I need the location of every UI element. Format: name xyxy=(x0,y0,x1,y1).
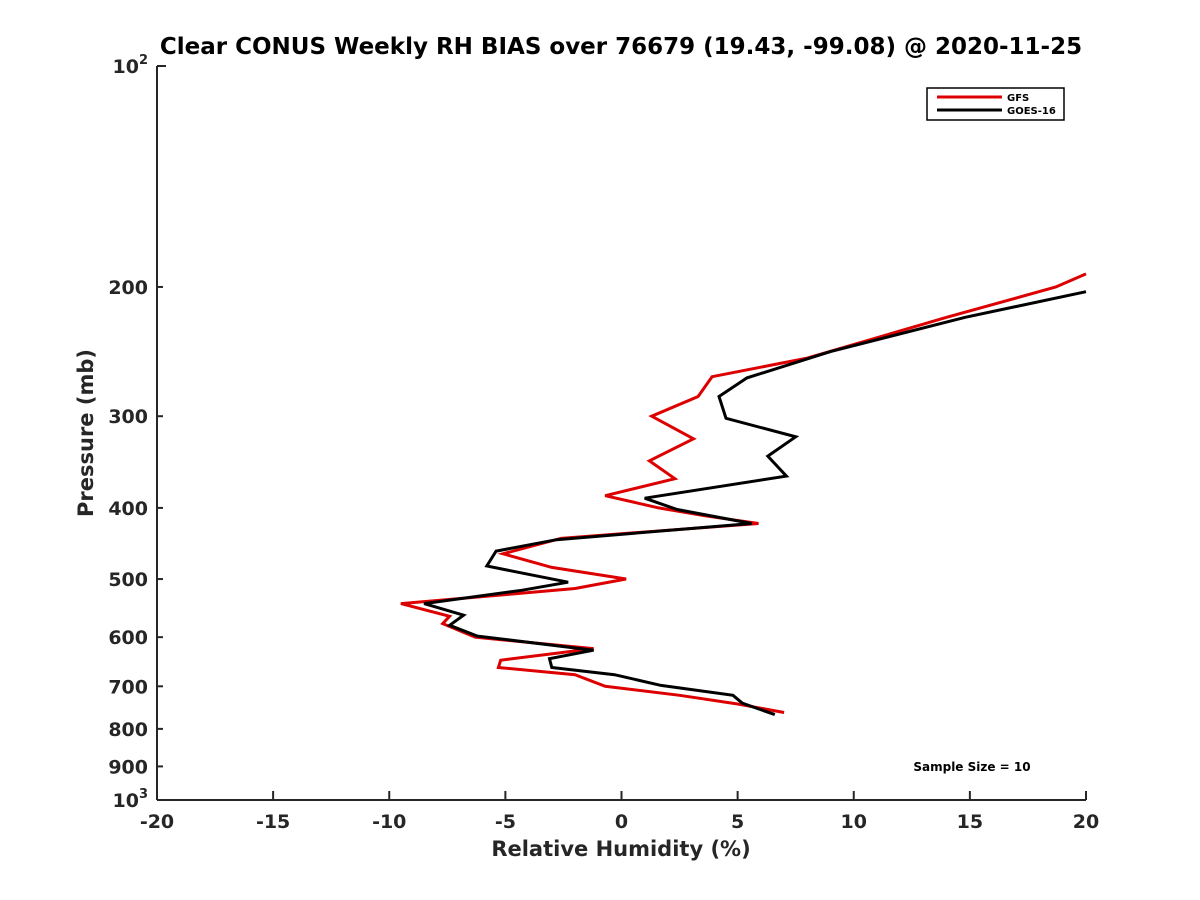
chart-title: Clear CONUS Weekly RH BIAS over 76679 (1… xyxy=(160,34,1082,60)
legend-box xyxy=(926,87,1065,121)
x-tick-label: -15 xyxy=(256,811,290,833)
y-tick-label: 200 xyxy=(108,277,148,299)
x-tick-label: -5 xyxy=(495,811,516,833)
y-tick-label: 700 xyxy=(108,676,148,698)
y-tick-label-top: 102 xyxy=(113,53,149,78)
legend-label-gfs: GFS xyxy=(1007,93,1029,104)
x-tick-label: 0 xyxy=(615,811,628,833)
y-tick-label: 800 xyxy=(108,719,148,741)
y-tick-label: 500 xyxy=(108,569,148,591)
x-tick-label: -20 xyxy=(140,811,174,833)
y-axis: 200 300 400 500 600 700 800 900 102 103 xyxy=(108,53,166,812)
x-axis-label: Relative Humidity (%) xyxy=(491,837,750,861)
x-axis: -20 -15 -10 -5 0 5 10 15 20 xyxy=(140,791,1099,833)
y-tick-label: 300 xyxy=(108,406,148,428)
x-tick-label: 20 xyxy=(1073,811,1099,833)
y-tick-label-bottom: 103 xyxy=(113,787,149,812)
y-tick-label: 900 xyxy=(108,756,148,778)
x-tick-label: 10 xyxy=(841,811,867,833)
series-layer xyxy=(400,272,1087,717)
legend: GFS GOES-16 xyxy=(926,87,1065,121)
x-tick-label: -10 xyxy=(372,811,406,833)
x-tick-label: 15 xyxy=(957,811,983,833)
series-line-goes16 xyxy=(423,290,1087,717)
sample-size-annotation: Sample Size = 10 xyxy=(913,760,1030,774)
y-tick-label: 400 xyxy=(108,498,148,520)
series-line-gfs xyxy=(400,272,1087,714)
x-tick-label: 5 xyxy=(731,811,744,833)
y-axis-label: Pressure (mb) xyxy=(74,349,98,517)
y-tick-label: 600 xyxy=(108,627,148,649)
legend-label-goes16: GOES-16 xyxy=(1007,106,1056,117)
